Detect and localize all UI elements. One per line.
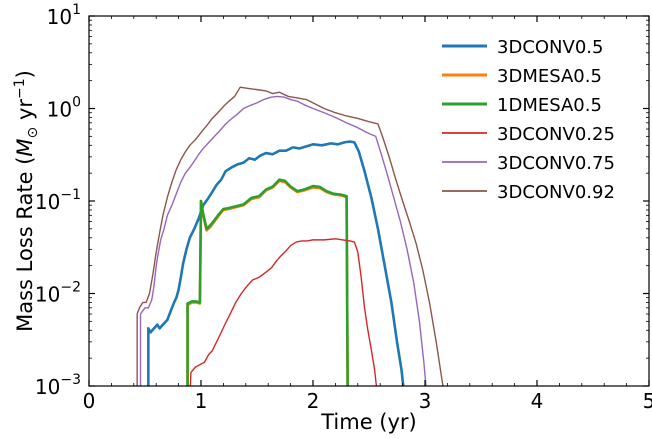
series-line-3dconv0-92 [136, 86, 444, 386]
y-tick-label-exponent: 1 [72, 2, 81, 18]
x-tick-label: 5 [643, 389, 652, 413]
y-tick-label: 10−3 [35, 372, 81, 399]
y-tick-label-exponent: −3 [60, 372, 81, 388]
series-line-3dconv0-75 [139, 95, 427, 386]
legend: 3DCONV0.5 3DMESA0.5 1DMESA0.5 3DCONV0.25 3DC… [442, 37, 615, 203]
x-tick-label: 0 [83, 389, 96, 413]
y-axis-title: Mass Loss Rate (M⊙ yr−1) [12, 70, 41, 332]
series-line-3dconv0-5 [147, 140, 405, 386]
y-axis-title-symbol: M [13, 138, 37, 156]
legend-label: 3DCONV0.25 [497, 124, 615, 145]
series-layer [136, 86, 444, 386]
y-tick-label-base: 10 [35, 375, 60, 399]
y-axis-title-unit: yr [13, 99, 37, 127]
y-tick-label-exponent: 0 [72, 95, 81, 111]
y-tick-label: 10−1 [35, 187, 81, 214]
y-axis-title-lead: Mass Loss Rate ( [13, 157, 37, 332]
x-axis-title: Time (yr) [320, 410, 417, 434]
y-tick-label-base: 10 [47, 5, 72, 29]
y-axis-title-subscript: ⊙ [25, 127, 41, 139]
x-tick-label: 2 [307, 389, 320, 413]
y-tick-label-exponent: −1 [60, 187, 81, 203]
legend-label: 3DCONV0.75 [497, 153, 615, 174]
y-tick-label-base: 10 [35, 283, 60, 307]
y-tick-label-base: 10 [35, 190, 60, 214]
series-line-1dmesa0-5 [186, 178, 349, 386]
x-tick-label: 4 [531, 389, 544, 413]
y-tick-label-exponent: −2 [60, 280, 81, 296]
series-line-3dconv0-25 [189, 238, 378, 386]
legend-label: 3DCONV0.5 [497, 37, 603, 58]
legend-label: 1DMESA0.5 [497, 95, 602, 116]
x-tick-label: 1 [195, 389, 208, 413]
y-tick-label: 101 [47, 2, 81, 29]
legend-label: 3DCONV0.92 [497, 182, 615, 203]
y-axis-title-exponent: −1 [12, 78, 28, 99]
y-axis-title-close: ) [13, 70, 37, 78]
legend-label: 3DMESA0.5 [497, 66, 602, 87]
y-tick-label: 100 [47, 95, 81, 122]
y-tick-label-base: 10 [47, 98, 72, 122]
y-tick-label: 10−2 [35, 280, 81, 307]
x-tick-label: 3 [419, 389, 432, 413]
